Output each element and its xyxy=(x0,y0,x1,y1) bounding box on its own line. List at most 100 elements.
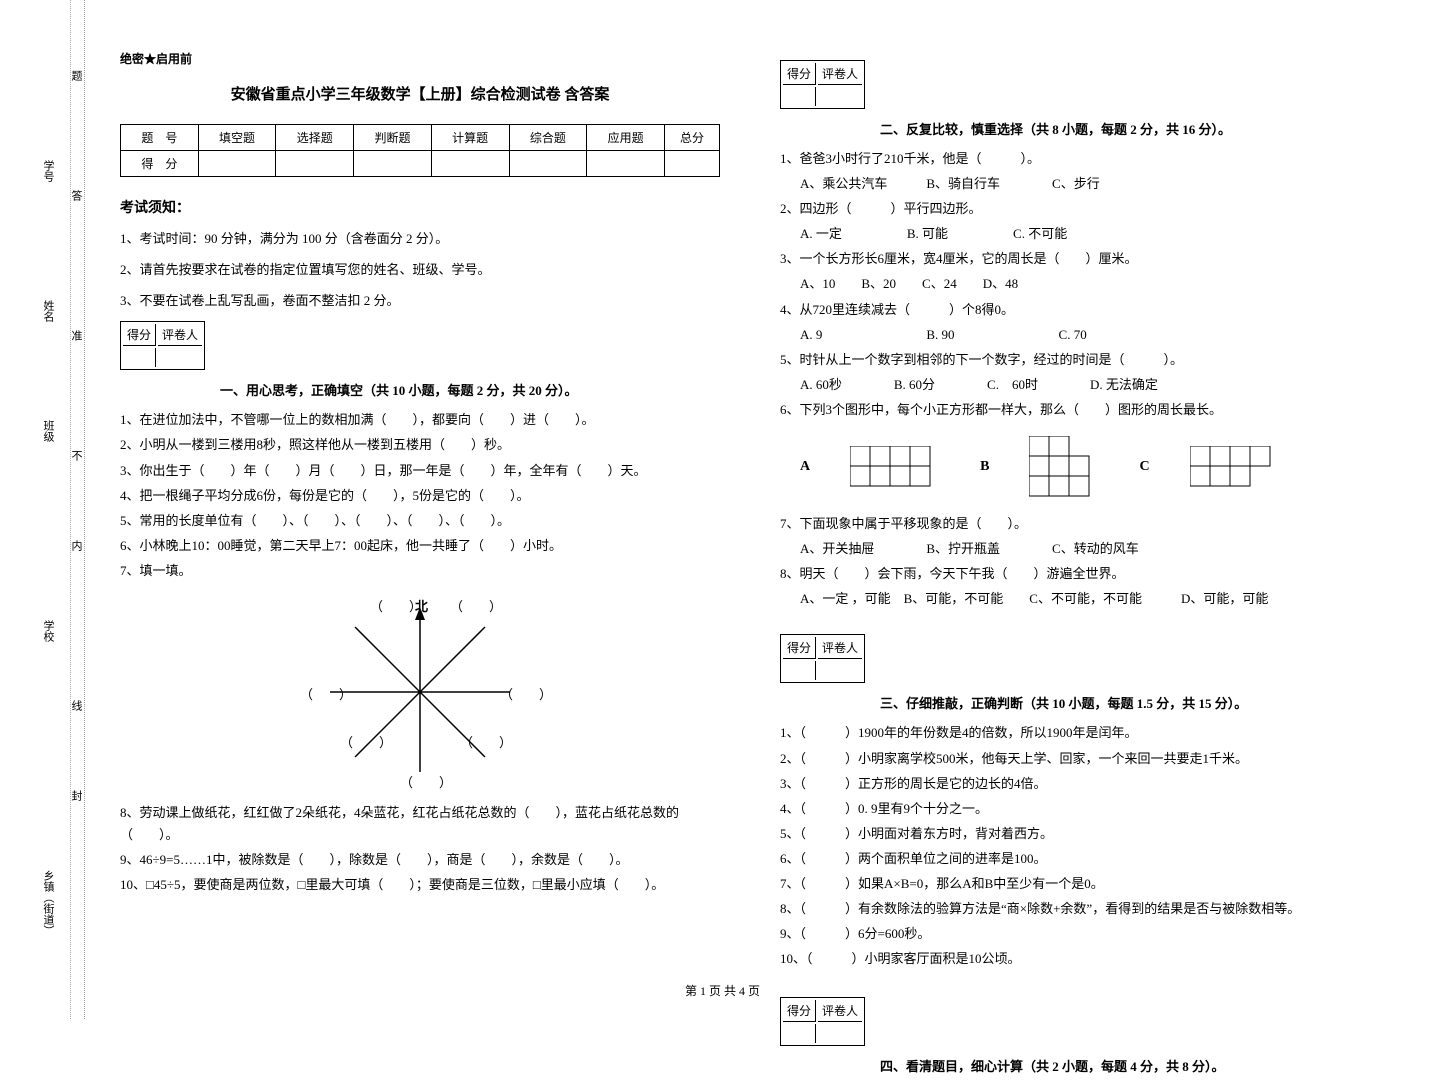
binding-label: 班级 xyxy=(40,420,56,442)
question: 8、劳动课上做纸花，红红做了2朵纸花，4朵蓝花，红花占纸花总数的（ ），蓝花占纸… xyxy=(120,802,720,846)
options: A、10 B、20 C、24 D、48 xyxy=(800,273,1380,295)
th: 应用题 xyxy=(587,125,665,151)
scorebox-blank xyxy=(783,661,816,680)
scorebox-label: 评卷人 xyxy=(818,637,862,659)
binding-label: 内 xyxy=(68,540,84,551)
binding-label: 题 xyxy=(68,70,84,81)
blank: （ ） xyxy=(340,732,392,751)
options: A. 一定 B. 可能 C. 不可能 xyxy=(800,223,1380,245)
shapes-row: A B C xyxy=(800,436,1380,498)
th: 判断题 xyxy=(354,125,432,151)
question: 2、（ ）小明家离学校500米，他每天上学、回家，一个来回一共要走1千米。 xyxy=(780,748,1380,770)
blank: （ ） xyxy=(300,684,352,703)
binding-margin: 乡镇（街道） 封 学校 线 内 班级 不 姓名 准 学号 答 题 xyxy=(0,0,85,1019)
td xyxy=(664,151,719,177)
question: 7、填一填。 xyxy=(120,560,720,582)
exam-title: 安徽省重点小学三年级数学【上册】综合检测试卷 含答案 xyxy=(120,83,720,104)
page-number: 第 1 页 共 4 页 xyxy=(685,982,760,999)
options: A、乘公共汽车 B、骑自行车 C、步行 xyxy=(800,173,1380,195)
td xyxy=(276,151,354,177)
scorebox-label: 评卷人 xyxy=(158,324,202,346)
question: 6、下列3个图形中，每个小正方形都一样大，那么（ ）图形的周长最长。 xyxy=(780,399,1380,421)
page-content: 绝密★启用前 安徽省重点小学三年级数学【上册】综合检测试卷 含答案 题 号 填空… xyxy=(120,50,1420,1085)
blank: （ ） xyxy=(400,772,452,791)
question: 7、（ ）如果A×B=0，那么A和B中至少有一个是0。 xyxy=(780,873,1380,895)
scorebox-blank xyxy=(818,87,862,106)
question: 8、明天（ ）会下雨，今天下午我（ ）游遍全世界。 xyxy=(780,563,1380,585)
scorebox-label: 得分 xyxy=(783,1000,816,1022)
binding-label: 姓名 xyxy=(40,300,56,322)
question: 1、在进位加法中，不管哪一位上的数相加满（ ），都要向（ ）进（ ）。 xyxy=(120,409,720,431)
table-row: 得 分 xyxy=(121,151,720,177)
notice-item: 1、考试时间：90 分钟，满分为 100 分（含卷面分 2 分）。 xyxy=(120,229,720,250)
grader-box: 得分评卷人 xyxy=(120,321,205,370)
question: 7、下面现象中属于平移现象的是（ ）。 xyxy=(780,513,1380,535)
binding-label: 线 xyxy=(68,700,84,711)
question: 10、（ ）小明家客厅面积是10公顷。 xyxy=(780,948,1380,970)
question: 5、（ ）小明面对着东方时，背对着西方。 xyxy=(780,823,1380,845)
question: 6、（ ）两个面积单位之间的进率是100。 xyxy=(780,848,1380,870)
options: A、一定 ，可能 B、可能，不可能 C、不可能，不可能 D、可能，可能 xyxy=(800,588,1380,610)
th: 综合题 xyxy=(509,125,587,151)
question: 4、把一根绳子平均分成6份，每份是它的（ ），5份是它的（ ）。 xyxy=(120,485,720,507)
scorebox-blank xyxy=(158,348,202,367)
section-title: 三、仔细推敲，正确判断（共 10 小题，每题 1.5 分，共 15 分）。 xyxy=(880,693,1380,712)
question: 8、（ ）有余数除法的验算方法是“商×除数+余数”，看得到的结果是否与被除数相等… xyxy=(780,898,1380,920)
table-row: 题 号 填空题 选择题 判断题 计算题 综合题 应用题 总分 xyxy=(121,125,720,151)
question: 2、小明从一楼到三楼用8秒，照这样他从一楼到五楼用（ ）秒。 xyxy=(120,434,720,456)
score-table: 题 号 填空题 选择题 判断题 计算题 综合题 应用题 总分 得 分 xyxy=(120,124,720,177)
binding-label: 学号 xyxy=(40,160,56,182)
question: 3、（ ）正方形的周长是它的边长的4倍。 xyxy=(780,773,1380,795)
td xyxy=(587,151,665,177)
question: 3、你出生于（ ）年（ ）月（ ）日，那一年是（ ）年，全年有（ ）天。 xyxy=(120,460,720,482)
binding-label: 准 xyxy=(68,330,84,341)
scorebox-label: 评卷人 xyxy=(818,63,862,85)
grader-box: 得分评卷人 xyxy=(780,60,865,109)
binding-label: 乡镇（街道） xyxy=(40,870,56,936)
score-box-row: 得分评卷人 xyxy=(780,60,1380,109)
notice-title: 考试须知： xyxy=(120,197,720,217)
blank: （ ） xyxy=(450,596,502,615)
shape-label: A xyxy=(800,459,810,475)
th: 选择题 xyxy=(276,125,354,151)
scorebox-label: 得分 xyxy=(783,63,816,85)
question: 5、常用的长度单位有（ ）、（ ）、（ ）、（ ）、（ ）。 xyxy=(120,510,720,532)
shape-label: C xyxy=(1139,459,1149,475)
question: 6、小林晚上10：00睡觉，第二天早上7：00起床，他一共睡了（ ）小时。 xyxy=(120,535,720,557)
binding-label: 答 xyxy=(68,190,84,201)
binding-label: 不 xyxy=(68,450,84,461)
compass-north: 北 xyxy=(415,596,428,615)
question: 4、（ ）0. 9里有9个十分之一。 xyxy=(780,798,1380,820)
compass-diagram: （ ） 北 （ ） （ ） （ ） （ ） （ ） （ ） xyxy=(300,592,540,792)
th: 计算题 xyxy=(431,125,509,151)
scorebox-label: 得分 xyxy=(783,637,816,659)
scorebox-blank xyxy=(783,1024,816,1043)
th: 总分 xyxy=(664,125,719,151)
left-column: 绝密★启用前 安徽省重点小学三年级数学【上册】综合检测试卷 含答案 题 号 填空… xyxy=(120,50,720,1085)
question: 10、□45÷5，要使商是两位数，□里最大可填（ ）；要使商是三位数，□里最小应… xyxy=(120,874,720,896)
th: 填空题 xyxy=(198,125,276,151)
blank: （ ） xyxy=(500,684,552,703)
section-title: 四、看清题目，细心计算（共 2 小题，每题 4 分，共 8 分）。 xyxy=(880,1056,1380,1075)
scorebox-label: 得分 xyxy=(123,324,156,346)
question: 3、一个长方形长6厘米，宽4厘米，它的周长是（ ）厘米。 xyxy=(780,248,1380,270)
td: 得 分 xyxy=(121,151,199,177)
notice-item: 2、请首先按要求在试卷的指定位置填写您的姓名、班级、学号。 xyxy=(120,260,720,281)
grader-box: 得分评卷人 xyxy=(780,997,865,1046)
th: 题 号 xyxy=(121,125,199,151)
binding-label: 封 xyxy=(68,790,84,801)
right-column: 得分评卷人 二、反复比较，慎重选择（共 8 小题，每题 2 分，共 16 分）。… xyxy=(780,50,1380,1085)
td xyxy=(198,151,276,177)
question: 9、（ ）6分=600秒。 xyxy=(780,923,1380,945)
shape-c xyxy=(1190,446,1275,488)
question: 1、爸爸3小时行了210千米，他是（ ）。 xyxy=(780,148,1380,170)
td xyxy=(509,151,587,177)
scorebox-label: 评卷人 xyxy=(818,1000,862,1022)
options: A、开关抽屉 B、拧开瓶盖 C、转动的风车 xyxy=(800,538,1380,560)
secret-label: 绝密★启用前 xyxy=(120,50,720,67)
blank: （ ） xyxy=(460,732,512,751)
td xyxy=(431,151,509,177)
dotted-line xyxy=(70,0,71,1019)
question: 2、四边形（ ）平行四边形。 xyxy=(780,198,1380,220)
score-box-row: 得分评卷人 xyxy=(780,997,1380,1046)
